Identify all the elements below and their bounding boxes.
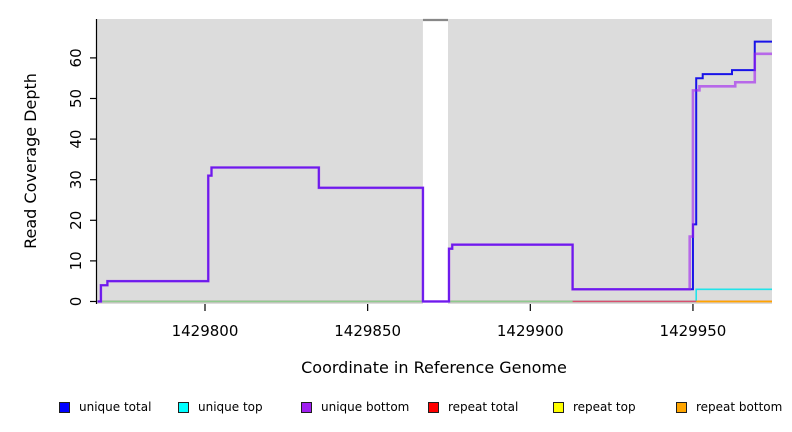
y-axis-tick-label-20: 20	[67, 211, 85, 230]
y-axis-tick-label-60: 60	[67, 48, 85, 67]
y-axis-tick-label-0: 0	[67, 297, 85, 307]
plot-area-left	[97, 19, 423, 304]
axes-layer: 1429800 1429850 1429900 1429950 0 10 20 30 40 50 6…	[67, 19, 726, 340]
y-axis-tick-label-10: 10	[67, 251, 85, 270]
x-axis-tick-label-1429950: 1429950	[660, 322, 727, 340]
series-line-unique-bottom	[97, 52, 772, 303]
y-axis-tick-label-50: 50	[67, 89, 85, 108]
x-axis-tick-label-1429900: 1429900	[497, 322, 564, 340]
y-axis-tick-label-30: 30	[67, 170, 85, 189]
plot-background-layer	[97, 18, 772, 304]
x-axis-title: Coordinate in Reference Genome	[301, 358, 567, 377]
x-axis-tick-label-1429850: 1429850	[334, 322, 401, 340]
x-axis-tick-label-1429800: 1429800	[172, 322, 239, 340]
series-layer	[97, 40, 772, 303]
coverage-gap-band	[422, 19, 448, 304]
y-axis-tick-label-40: 40	[67, 130, 85, 149]
y-axis-title: Read Coverage Depth	[21, 73, 40, 249]
plot-area-right	[448, 19, 772, 304]
